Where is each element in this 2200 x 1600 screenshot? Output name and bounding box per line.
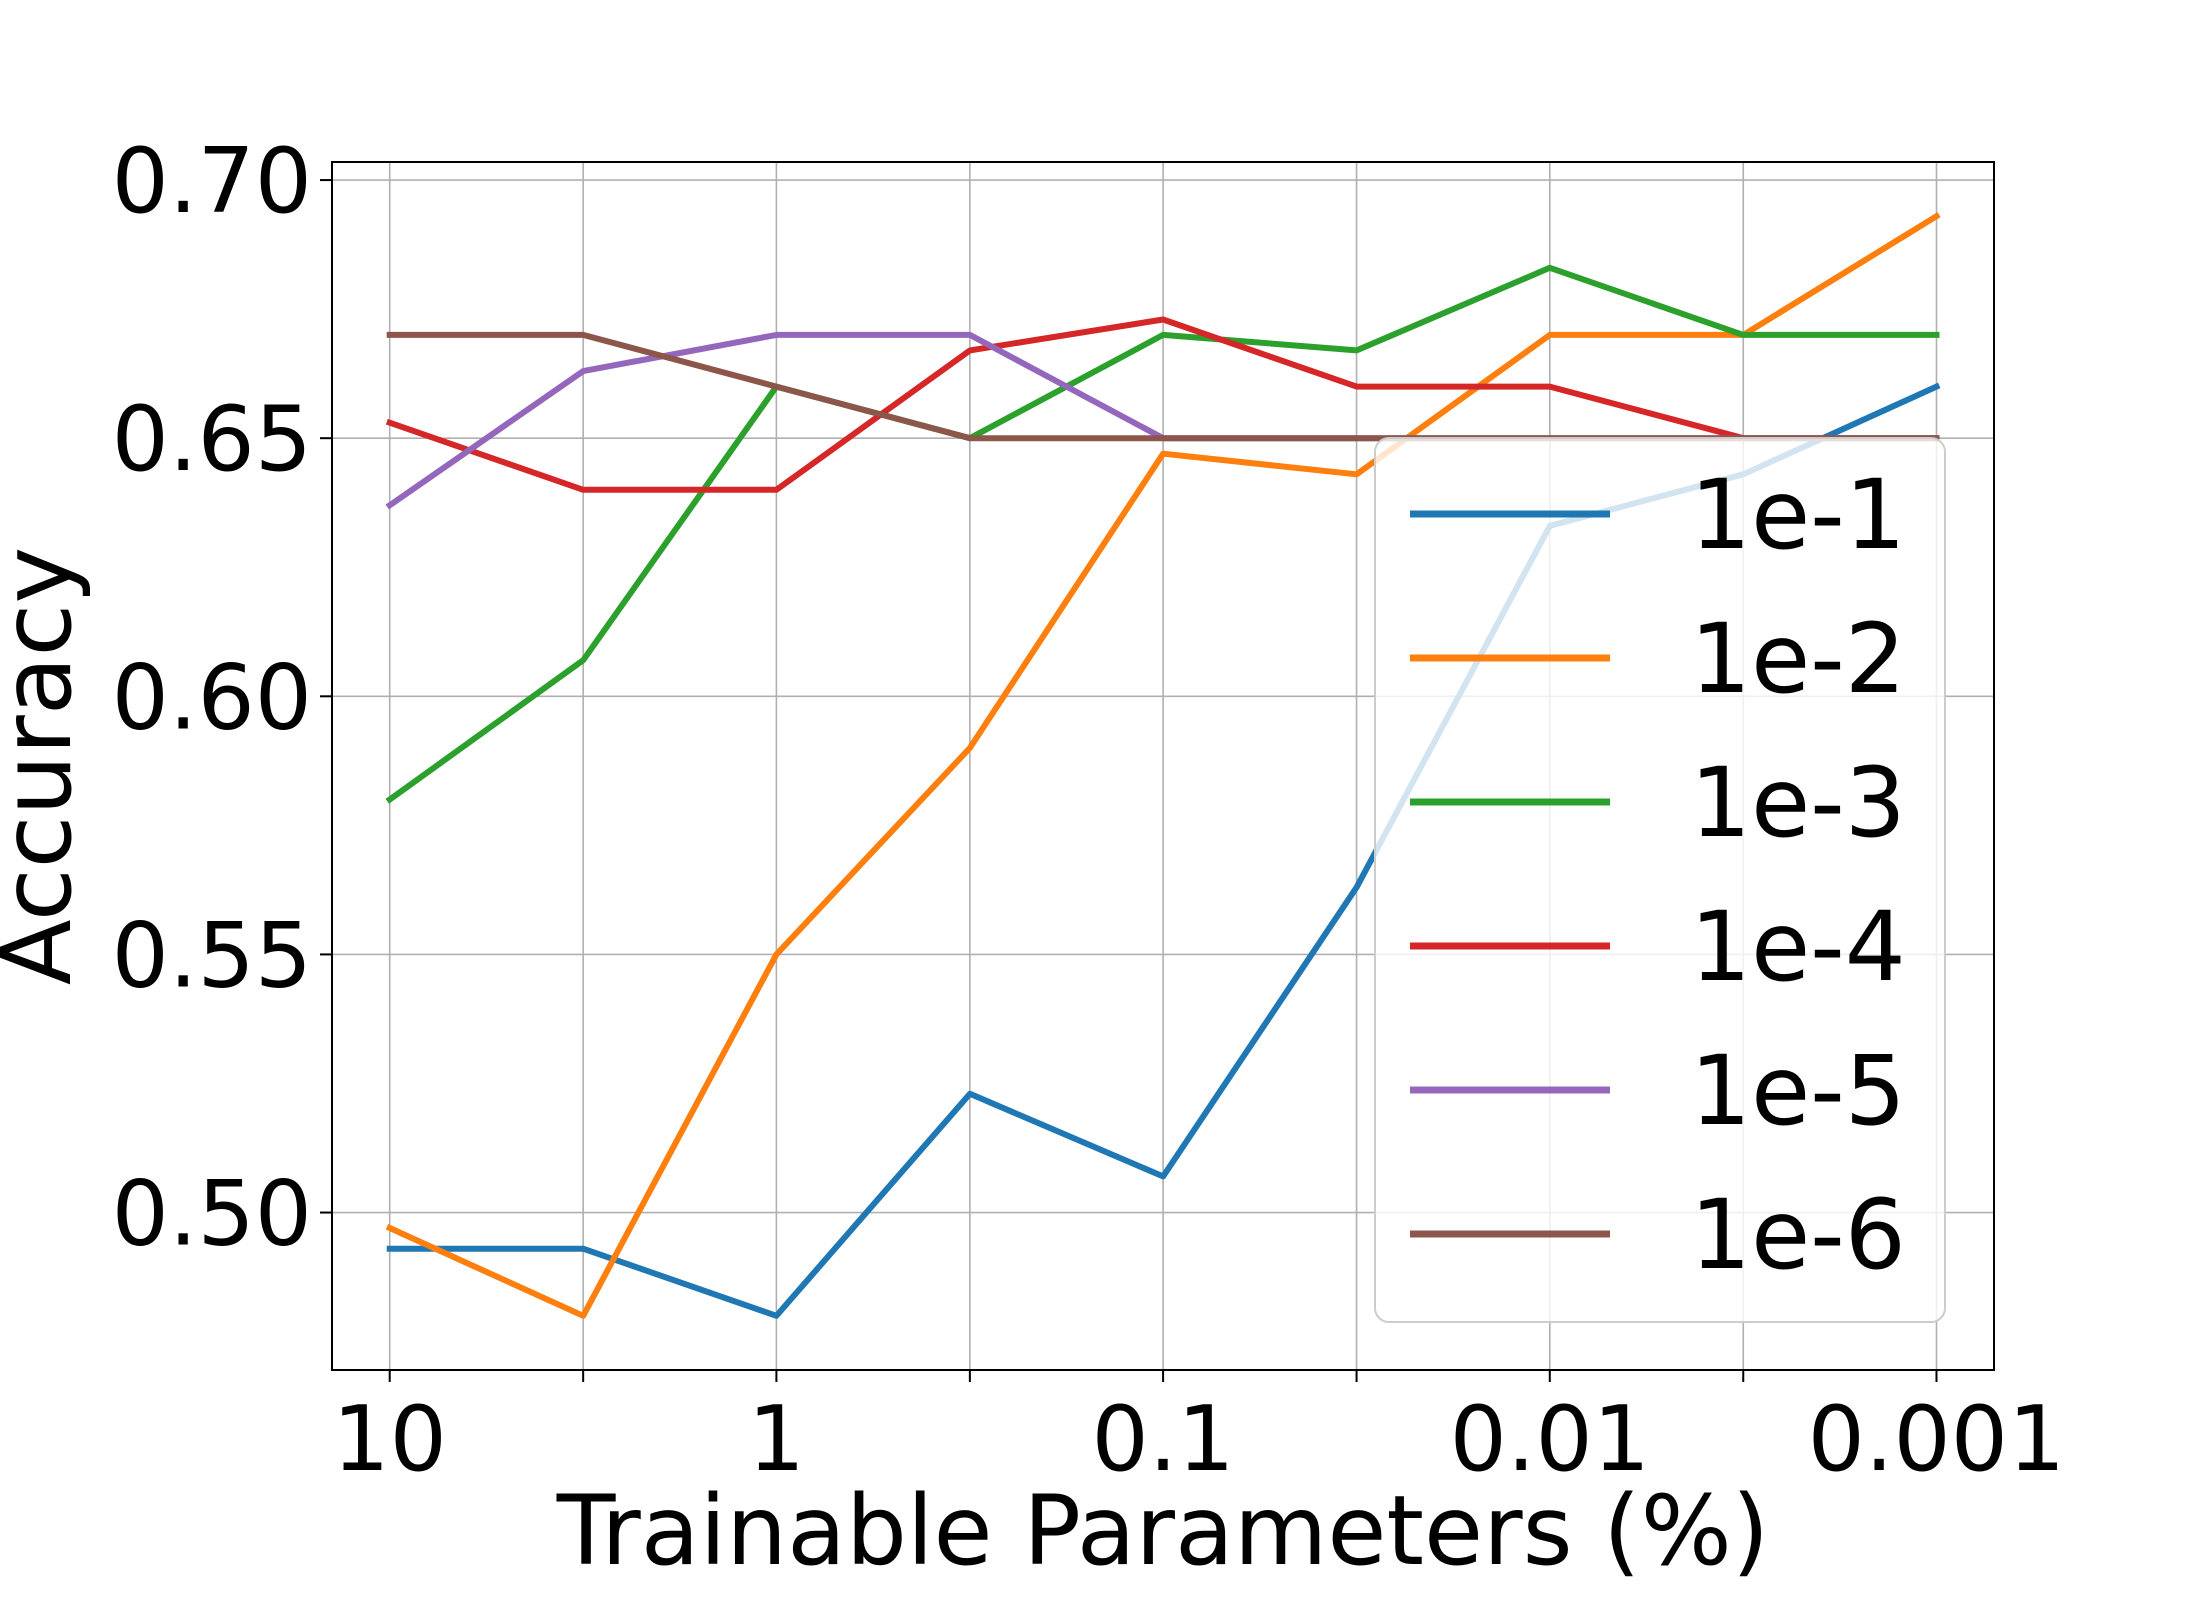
series-line-1e-3 — [385, 264, 1940, 804]
x-tick-label: 10 — [332, 1387, 447, 1492]
y-tick-label: 0.50 — [112, 1162, 312, 1267]
legend: 1e-1 1e-2 1e-3 1e-4 1e-5 1e-6 — [1374, 437, 1946, 1323]
y-axis-label: Accuracy — [0, 547, 93, 985]
series-line-1e-2 — [385, 212, 1941, 1319]
x-tick-label: 0.01 — [1450, 1387, 1650, 1492]
series-line-1e-4 — [385, 316, 1940, 493]
x-tick-label: 0.001 — [1808, 1387, 2066, 1492]
y-tick-label: 0.65 — [112, 387, 312, 492]
y-tick-label: 0.55 — [112, 903, 312, 1008]
y-tick-label: 0.70 — [112, 129, 312, 234]
legend-label-1e-6: 1e-6 — [1690, 1179, 1906, 1291]
legend-label-1e-3: 1e-3 — [1690, 747, 1906, 859]
legend-label-1e-2: 1e-2 — [1690, 603, 1906, 715]
x-axis-label: Trainable Parameters (%) — [556, 1475, 1769, 1587]
legend-label-1e-1: 1e-1 — [1690, 459, 1906, 571]
axis-ticks: 10 1 0.1 0.01 0.001 0.50 0.55 0.60 0.65 0.70 — [112, 129, 2066, 1492]
legend-label-1e-4: 1e-4 — [1690, 891, 1906, 1003]
y-tick-label: 0.60 — [112, 645, 312, 750]
x-tick-label: 0.1 — [1092, 1387, 1235, 1492]
x-tick-label: 1 — [748, 1387, 805, 1492]
legend-label-1e-5: 1e-5 — [1690, 1035, 1906, 1147]
